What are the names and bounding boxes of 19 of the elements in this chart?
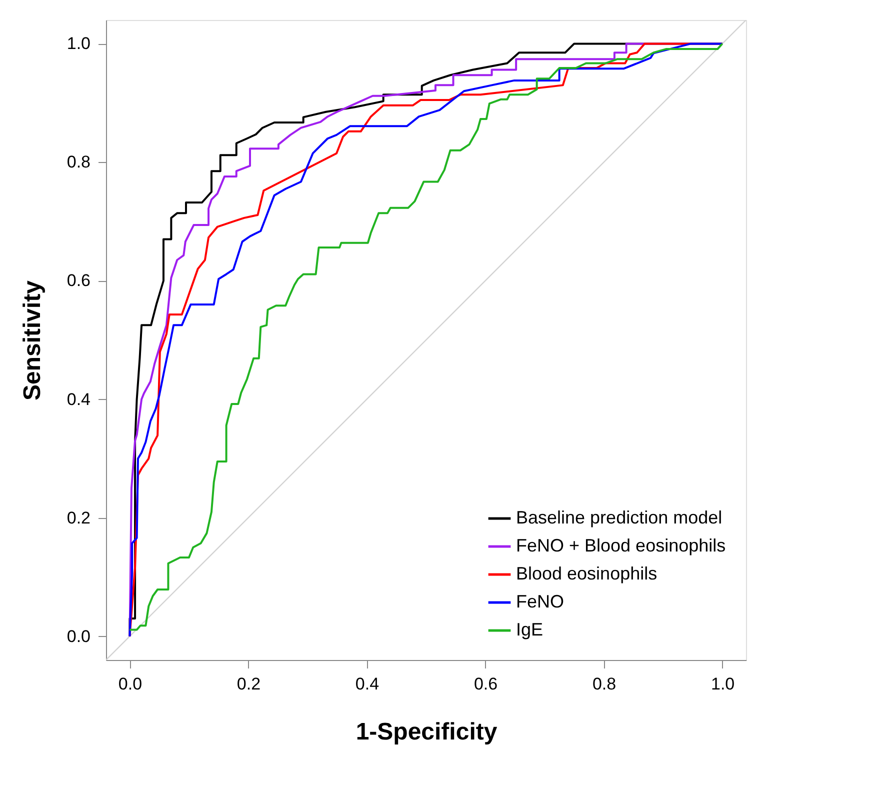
- y-tick-label: 0.2: [66, 508, 90, 528]
- x-axis-title: 1-Specificity: [356, 718, 498, 746]
- x-tick-label: 0.4: [355, 674, 380, 694]
- legend-label: IgE: [516, 620, 544, 640]
- y-axis-title: Sensitivity: [18, 280, 46, 401]
- y-tick-label: 1.0: [66, 34, 90, 54]
- x-tick-label: 0.6: [474, 674, 498, 694]
- y-tick-label: 0.0: [66, 626, 90, 646]
- x-tick-label: 0.8: [592, 674, 616, 694]
- y-tick-label: 0.4: [66, 390, 90, 409]
- x-tick-label: 1.0: [710, 674, 735, 694]
- y-tick-label: 0.8: [66, 152, 90, 172]
- legend-label: Blood eosinophils: [516, 564, 658, 584]
- legend-label: FeNO + Blood eosinophils: [516, 536, 726, 556]
- x-tick-label: 0.0: [118, 674, 142, 694]
- x-tick-label: 0.2: [236, 674, 261, 694]
- legend-label: FeNO: [516, 592, 564, 612]
- legend-label: Baseline prediction model: [516, 508, 722, 528]
- y-tick-label: 0.6: [66, 271, 90, 290]
